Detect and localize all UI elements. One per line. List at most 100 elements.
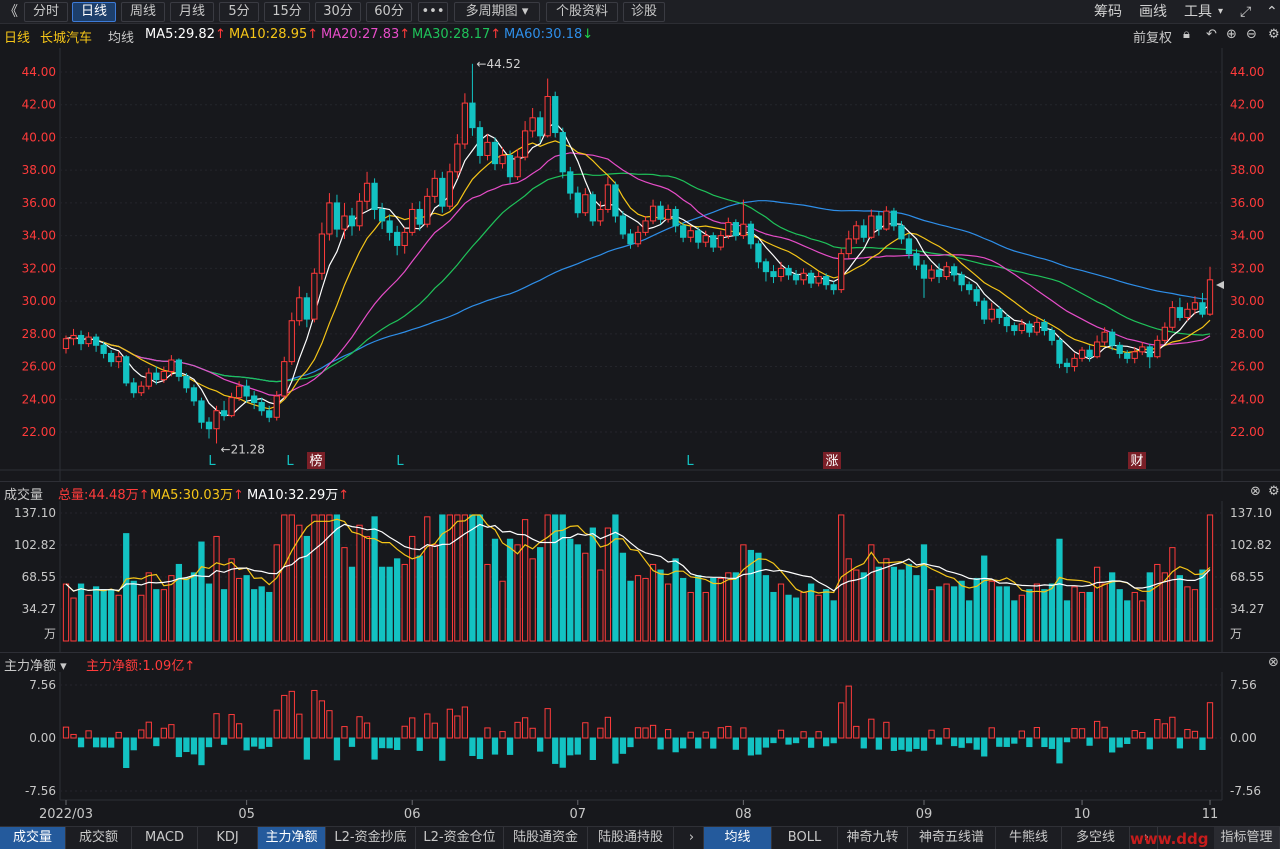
tab-5min[interactable]: 5分 (219, 2, 259, 22)
price-tick-left: 38.00 (22, 163, 56, 177)
arrow-up-icon: ↑ (307, 27, 319, 42)
netflow-tick-left: 0.00 (29, 731, 56, 745)
overlay-tab-0[interactable]: 均线 (704, 827, 772, 849)
tab-daily[interactable]: 日线 (72, 2, 116, 22)
diagnose-button[interactable]: 诊股 (623, 2, 665, 22)
volume-bar (717, 577, 724, 642)
volume-ma10-text: MA10:32.29万 (247, 488, 339, 503)
lock-icon[interactable]: 🔒︎ (1183, 27, 1190, 42)
overlay-tab-3[interactable]: 神奇五线谱 (908, 827, 996, 849)
price-chart[interactable]: 44.00 44.00 42.00 42.00 40.00 40.00 38.00 38.00… (0, 0, 1280, 826)
tab-30min[interactable]: 30分 (315, 2, 361, 22)
zoom-in-icon[interactable]: ⊕ (1226, 27, 1237, 42)
netflow-tick-left: -7.56 (25, 784, 56, 798)
indicator-tab-1[interactable]: 成交额 (66, 827, 132, 849)
fullscreen-icon[interactable]: ⤢ (1240, 4, 1252, 20)
volume-bar (785, 594, 792, 642)
back-icon[interactable]: 《 (4, 4, 18, 20)
netflow-bar (266, 737, 273, 747)
candle-body (898, 225, 905, 240)
volume-bar (792, 597, 800, 642)
close-icon[interactable]: ⊗ (1250, 484, 1261, 499)
indicator-manage-button[interactable]: 指标管理 (1214, 827, 1280, 849)
volume-bar (649, 563, 657, 642)
undo-icon[interactable]: ↶ (1206, 27, 1217, 42)
netflow-title-text: 主力净额 (4, 659, 57, 674)
indicator-tab-4[interactable]: 主力净额 (258, 827, 326, 849)
netflow-bar (604, 716, 612, 739)
tools-chevron-icon[interactable]: ▾ (1218, 6, 1224, 17)
indicator-tab-7[interactable]: 陆股通资金 (504, 827, 588, 849)
adjust-dropdown[interactable]: 前复权 (1133, 31, 1173, 46)
chevron-up-icon[interactable]: ⌃ (1266, 4, 1278, 20)
candle-body (1018, 323, 1025, 332)
volume-bar (356, 524, 363, 642)
tab-15min[interactable]: 15分 (264, 2, 310, 22)
candle-body (672, 208, 679, 227)
chips-button[interactable]: 筹码 (1094, 4, 1122, 20)
volume-bar (77, 583, 85, 642)
draw-button[interactable]: 画线 (1139, 4, 1167, 20)
indicator-tab-0[interactable]: 成交量 (0, 827, 66, 849)
indicator-tab-6[interactable]: L2-资金仓位 (416, 827, 504, 849)
overlay-tab-4[interactable]: 牛熊线 (996, 827, 1062, 849)
volume-title[interactable]: 成交量 (4, 488, 44, 503)
volume-bar (205, 583, 213, 642)
settings-icon[interactable]: ⚙ (1268, 27, 1280, 42)
volume-bar (1093, 566, 1101, 642)
volume-bar (567, 538, 574, 642)
more-icon[interactable]: ••• (418, 2, 448, 22)
volume-bar (213, 535, 220, 642)
netflow-bar (198, 737, 205, 766)
multi-period-dropdown[interactable]: 多周期图 ▾ (454, 2, 540, 22)
ma-label[interactable]: 均线 (108, 31, 135, 46)
tab-monthly[interactable]: 月线 (170, 2, 214, 22)
stock-info-button[interactable]: 个股资料 (546, 2, 618, 22)
volume-bar (973, 577, 980, 642)
tab-weekly[interactable]: 周线 (121, 2, 165, 22)
tab-60min[interactable]: 60分 (366, 2, 412, 22)
indicator-tab-3[interactable]: KDJ (198, 827, 258, 849)
netflow-tick-right: 7.56 (1230, 678, 1257, 692)
volume-bar (1169, 547, 1176, 642)
volume-bar (1011, 600, 1018, 642)
price-tick-left: 30.00 (22, 294, 56, 308)
indicator-tab-2[interactable]: MACD (132, 827, 198, 849)
ma10-text: MA10:28.95 (229, 27, 308, 42)
volume-bar (1116, 589, 1123, 642)
volume-bar (1041, 589, 1048, 642)
event-marker: 财 (1130, 454, 1143, 469)
indicator-tab-5[interactable]: L2-资金抄底 (326, 827, 416, 849)
netflow-bar (649, 724, 657, 739)
tools-button[interactable]: 工具 (1184, 4, 1212, 20)
volume-bar (634, 575, 642, 642)
volume-bar (890, 566, 898, 642)
volume-bar (183, 577, 190, 642)
volume-bar (1033, 583, 1041, 642)
price-tick-right: 24.00 (1230, 392, 1264, 406)
indicator-tab-8[interactable]: 陆股通持股 (588, 827, 674, 849)
volume-bar (326, 514, 333, 642)
netflow-bar (860, 737, 867, 749)
netflow-bar (205, 737, 213, 748)
candle-body (612, 184, 619, 217)
overlay-tab-2[interactable]: 神奇九转 (838, 827, 908, 849)
volume-bar (386, 566, 393, 642)
netflow-bar (1139, 732, 1146, 739)
volume-bar (198, 541, 205, 642)
volume-bar (627, 580, 634, 642)
zoom-out-icon[interactable]: ⊖ (1246, 27, 1257, 42)
settings-icon[interactable]: ⚙ (1268, 484, 1280, 499)
overlay-tab-5[interactable]: 多空线 (1062, 827, 1130, 849)
tab-intraday[interactable]: 分时 (24, 2, 68, 22)
candle-body (205, 421, 213, 430)
chevron-right-icon[interactable]: › (680, 827, 704, 849)
netflow-title[interactable]: 主力净额 ▾ (4, 655, 67, 674)
volume-bar (514, 544, 521, 642)
overlay-tab-1[interactable]: BOLL (772, 827, 838, 849)
chevron-right-icon[interactable]: › (1136, 827, 1158, 849)
volume-bar (1131, 591, 1138, 642)
candle-body (228, 397, 235, 417)
volume-bar (935, 586, 943, 642)
close-icon[interactable]: ⊗ (1268, 655, 1279, 670)
